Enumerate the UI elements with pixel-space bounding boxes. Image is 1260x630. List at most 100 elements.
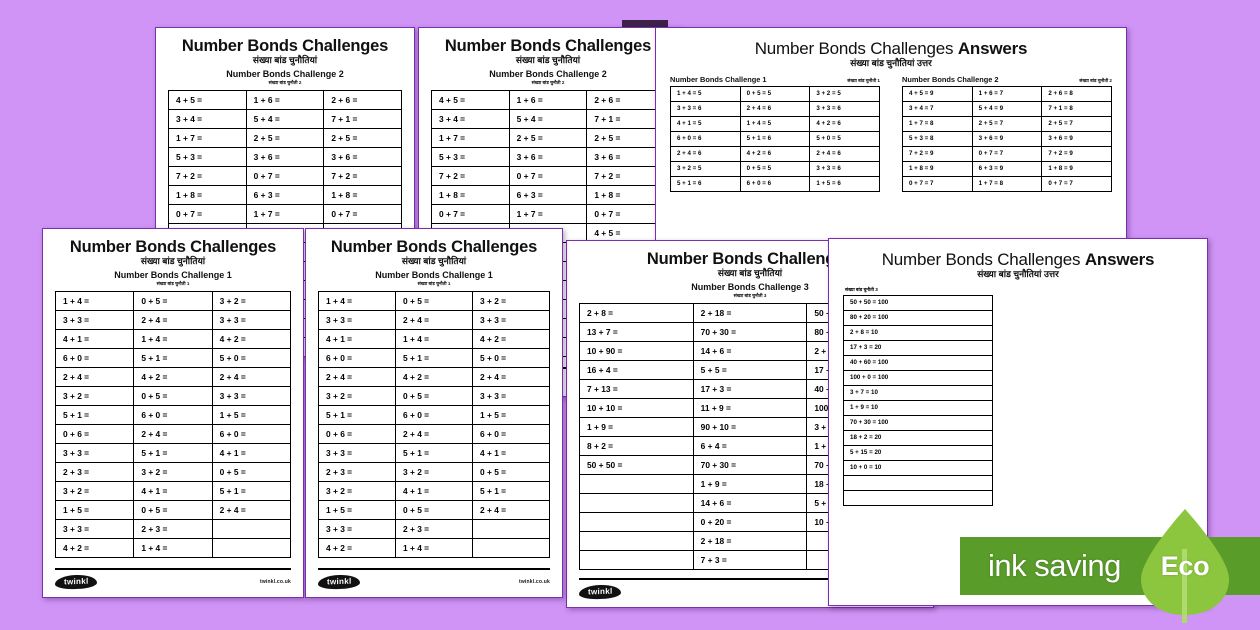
question-cell[interactable]: 3 + 4 = 7 xyxy=(902,100,973,117)
question-cell[interactable]: 2 + 3 = xyxy=(318,462,396,483)
question-cell[interactable]: 4 + 2 = xyxy=(54,538,135,559)
question-cell[interactable]: 3 + 3 = 6 xyxy=(809,100,880,117)
question-cell[interactable]: 0 + 5 = xyxy=(133,291,213,312)
question-cell[interactable]: 16 + 4 = xyxy=(579,360,694,381)
worksheet-challenge1-copy1[interactable]: Number Bonds Challenges संख्या बांड चुनौ… xyxy=(42,228,304,598)
question-cell[interactable]: 7 + 2 = 9 xyxy=(1041,145,1112,162)
question-cell[interactable]: 1 + 5 = xyxy=(472,405,550,426)
question-cell[interactable]: 1 + 5 = xyxy=(318,500,396,521)
question-cell[interactable]: 4 + 1 = 5 xyxy=(670,115,741,132)
question-cell[interactable]: 5 + 4 = xyxy=(508,109,588,130)
question-cell[interactable]: 5 + 1 = xyxy=(133,443,213,464)
question-cell[interactable]: 0 + 5 = xyxy=(133,386,213,407)
question-cell[interactable]: 3 + 2 = xyxy=(318,481,396,502)
question-cell[interactable]: 1 + 8 = 9 xyxy=(902,160,973,177)
question-cell[interactable]: 6 + 0 = 6 xyxy=(670,130,741,147)
question-cell[interactable] xyxy=(472,538,550,559)
answer-cell[interactable]: 10 + 0 = 10 xyxy=(843,459,993,476)
question-cell[interactable]: 3 + 4 = xyxy=(431,109,510,130)
question-cell[interactable]: 0 + 5 = xyxy=(395,386,473,407)
answer-cell[interactable]: 70 + 30 = 100 xyxy=(843,414,993,431)
question-cell[interactable] xyxy=(211,519,292,540)
question-cell[interactable]: 4 + 5 = 9 xyxy=(902,85,973,102)
question-cell[interactable]: 3 + 2 = xyxy=(211,291,292,312)
question-cell[interactable]: 70 + 30 = xyxy=(692,322,808,343)
question-cell[interactable]: 5 + 4 = xyxy=(245,109,325,130)
question-cell[interactable]: 1 + 8 = xyxy=(168,185,247,206)
question-cell[interactable]: 50 + 50 = xyxy=(579,455,694,476)
question-cell[interactable] xyxy=(472,519,550,540)
question-cell[interactable]: 6 + 0 = 6 xyxy=(739,175,811,192)
question-cell[interactable]: 5 + 3 = 8 xyxy=(902,130,973,147)
question-cell[interactable] xyxy=(579,550,694,571)
answer-cell[interactable]: 80 + 20 = 100 xyxy=(843,309,993,326)
question-cell[interactable]: 14 + 6 = xyxy=(692,341,808,362)
answer-cell[interactable]: 2 + 8 = 10 xyxy=(843,324,993,341)
question-cell[interactable]: 2 + 4 = xyxy=(318,367,396,388)
question-cell[interactable]: 1 + 9 = xyxy=(692,474,808,495)
question-cell[interactable]: 1 + 4 = xyxy=(133,329,213,350)
answer-cell[interactable]: 50 + 50 = 100 xyxy=(843,294,993,311)
question-cell[interactable]: 10 + 90 = xyxy=(579,341,694,362)
question-cell[interactable]: 5 + 4 = 9 xyxy=(971,100,1043,117)
question-cell[interactable]: 1 + 6 = 7 xyxy=(971,85,1043,102)
question-cell[interactable]: 2 + 5 = xyxy=(508,128,588,149)
question-cell[interactable]: 6 + 3 = 9 xyxy=(971,160,1043,177)
question-cell[interactable]: 0 + 5 = xyxy=(472,462,550,483)
question-cell[interactable]: 2 + 6 = xyxy=(586,90,665,111)
question-cell[interactable]: 0 + 5 = xyxy=(211,462,292,483)
question-cell[interactable]: 0 + 6 = xyxy=(318,424,396,445)
question-cell[interactable]: 6 + 0 = xyxy=(133,405,213,426)
question-cell[interactable]: 5 + 0 = xyxy=(472,348,550,369)
question-cell[interactable]: 3 + 3 = 6 xyxy=(809,160,880,177)
question-cell[interactable]: 0 + 5 = xyxy=(133,500,213,521)
question-cell[interactable]: 4 + 2 = xyxy=(318,538,396,559)
question-cell[interactable]: 2 + 3 = xyxy=(54,462,135,483)
question-cell[interactable]: 3 + 3 = xyxy=(54,519,135,540)
question-cell[interactable]: 3 + 3 = xyxy=(472,310,550,331)
question-cell[interactable]: 11 + 9 = xyxy=(692,398,808,419)
question-cell[interactable]: 3 + 2 = xyxy=(395,462,473,483)
question-cell[interactable]: 7 + 2 = 9 xyxy=(902,145,973,162)
question-cell[interactable]: 7 + 1 = xyxy=(323,109,402,130)
question-cell[interactable]: 6 + 3 = xyxy=(245,185,325,206)
question-cell[interactable]: 0 + 5 = xyxy=(395,291,473,312)
question-cell[interactable]: 3 + 3 = xyxy=(318,519,396,540)
answer-cell[interactable] xyxy=(843,489,993,506)
question-cell[interactable]: 6 + 0 = xyxy=(54,348,135,369)
question-cell[interactable]: 17 + 3 = xyxy=(692,379,808,400)
question-cell[interactable]: 2 + 4 = xyxy=(133,310,213,331)
question-cell[interactable]: 8 + 2 = xyxy=(579,436,694,457)
question-cell[interactable]: 7 + 1 = xyxy=(586,109,665,130)
question-cell[interactable]: 5 + 0 = xyxy=(211,348,292,369)
question-cell[interactable]: 3 + 2 = xyxy=(54,481,135,502)
question-cell[interactable]: 2 + 4 = 6 xyxy=(809,145,880,162)
question-cell[interactable]: 2 + 3 = xyxy=(395,519,473,540)
worksheet-challenge1-copy2[interactable]: Number Bonds Challenges संख्या बांड चुनौ… xyxy=(305,228,563,598)
question-cell[interactable]: 1 + 7 = 8 xyxy=(902,115,973,132)
question-cell[interactable]: 3 + 3 = xyxy=(318,443,396,464)
question-cell[interactable]: 10 + 10 = xyxy=(579,398,694,419)
question-cell[interactable]: 4 + 2 = xyxy=(211,329,292,350)
question-cell[interactable]: 2 + 8 = xyxy=(579,303,694,324)
question-cell[interactable]: 5 + 1 = xyxy=(211,481,292,502)
question-cell[interactable]: 14 + 6 = xyxy=(692,493,808,514)
question-cell[interactable]: 1 + 8 = xyxy=(323,185,402,206)
question-cell[interactable]: 5 + 3 = xyxy=(431,147,510,168)
question-cell[interactable]: 70 + 30 = xyxy=(692,455,808,476)
question-cell[interactable]: 0 + 7 = xyxy=(323,204,402,225)
question-cell[interactable]: 6 + 0 = xyxy=(318,348,396,369)
question-cell[interactable]: 4 + 2 = xyxy=(395,367,473,388)
question-cell[interactable]: 4 + 5 = xyxy=(431,90,510,111)
question-cell[interactable]: 6 + 3 = xyxy=(508,185,588,206)
question-cell[interactable] xyxy=(579,531,694,552)
answer-cell[interactable] xyxy=(843,474,993,491)
question-cell[interactable]: 1 + 6 = xyxy=(245,90,325,111)
question-cell[interactable] xyxy=(579,512,694,533)
question-cell[interactable]: 2 + 4 = 6 xyxy=(670,145,741,162)
answer-cell[interactable]: 18 + 2 = 20 xyxy=(843,429,993,446)
question-cell[interactable]: 2 + 3 = xyxy=(133,519,213,540)
question-cell[interactable]: 1 + 5 = xyxy=(54,500,135,521)
question-cell[interactable]: 7 + 1 = 8 xyxy=(1041,100,1112,117)
question-cell[interactable]: 2 + 5 = xyxy=(245,128,325,149)
